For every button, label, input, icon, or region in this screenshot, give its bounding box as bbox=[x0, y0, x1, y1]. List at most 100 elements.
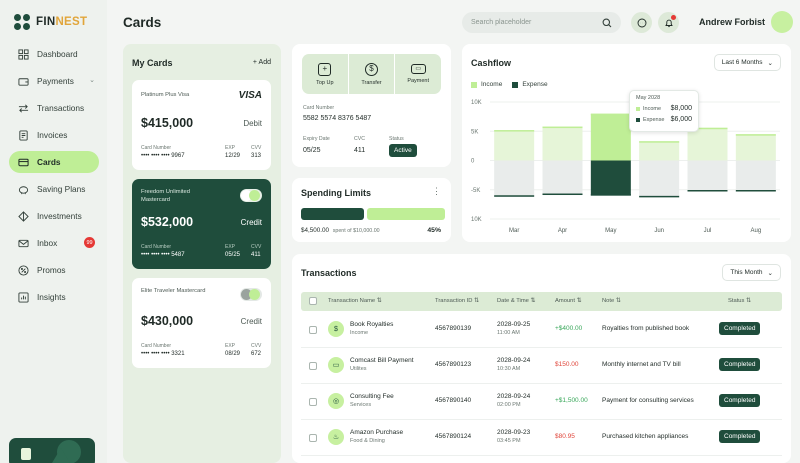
card-toggle[interactable] bbox=[240, 189, 262, 202]
sidebar-item-cards[interactable]: Cards bbox=[9, 151, 99, 173]
dashboard-icon bbox=[18, 48, 29, 60]
sidebar-item-payments[interactable]: Payments ⌄ bbox=[9, 70, 99, 92]
income-swatch bbox=[471, 81, 477, 88]
row-checkbox[interactable] bbox=[309, 326, 317, 334]
sidebar-promo-card[interactable] bbox=[9, 438, 95, 463]
card-name: Platinum Plus Visa bbox=[141, 92, 190, 98]
sidebar-item-label: Invoices bbox=[37, 130, 68, 140]
sort-icon: ⇅ bbox=[746, 298, 751, 304]
transaction-id: 4567890123 bbox=[435, 361, 472, 368]
plus-icon: + bbox=[318, 62, 332, 76]
column-header-status[interactable]: Status ⇅ bbox=[728, 298, 751, 304]
diamond-icon bbox=[18, 210, 29, 222]
sidebar-item-invoices[interactable]: Invoices bbox=[9, 124, 99, 146]
table-row[interactable]: $ Book Royalties Income 4567890139 2028-0… bbox=[301, 312, 782, 348]
column-header-label: Note bbox=[602, 298, 615, 304]
sidebar-item-investments[interactable]: Investments bbox=[9, 205, 99, 227]
row-checkbox[interactable] bbox=[309, 362, 317, 370]
income-bar-cap bbox=[639, 141, 680, 143]
table-row[interactable]: ◎ Consulting Fee Services 4567890140 2028… bbox=[301, 384, 782, 420]
column-header-name[interactable]: Transaction Name ⇅ bbox=[328, 298, 382, 304]
transaction-id: 4567890139 bbox=[435, 325, 472, 332]
transaction-category: Food & Dining bbox=[350, 438, 385, 444]
x-tick-label: Apr bbox=[558, 228, 567, 234]
sidebar-item-dashboard[interactable]: Dashboard bbox=[9, 43, 99, 65]
transaction-category: Services bbox=[350, 402, 372, 408]
top-up-button[interactable]: + Top Up bbox=[302, 54, 348, 94]
sidebar-item-transactions[interactable]: Transactions bbox=[9, 97, 99, 119]
table-row[interactable]: ▭ Comcast Bill Payment Utilites 456789012… bbox=[301, 348, 782, 384]
transaction-name: Amazon Purchase bbox=[350, 429, 404, 436]
transaction-name: Consulting Fee bbox=[350, 393, 394, 400]
expense-bar bbox=[639, 160, 680, 198]
row-checkbox[interactable] bbox=[309, 398, 317, 406]
row-checkbox[interactable] bbox=[309, 434, 317, 442]
card-elite-traveler[interactable]: Elite Traveler Mastercard $430,000 Credi… bbox=[132, 278, 271, 368]
select-all-checkbox[interactable] bbox=[309, 297, 317, 305]
card-number-label: Card Number bbox=[141, 145, 172, 151]
tv-icon: ▭ bbox=[328, 357, 344, 373]
status-label: Status bbox=[389, 136, 404, 142]
sidebar-item-promos[interactable]: Promos bbox=[9, 259, 99, 281]
sort-icon: ⇅ bbox=[576, 298, 582, 304]
promo-pattern-icon bbox=[21, 440, 81, 463]
transaction-note: Purchased kitchen appliances bbox=[602, 433, 689, 440]
transaction-name: Book Royalties bbox=[350, 321, 394, 328]
chat-bubble-icon bbox=[637, 18, 646, 27]
expense-swatch bbox=[636, 117, 640, 122]
tooltip-month: May 2028 bbox=[636, 95, 661, 101]
y-tick-label: -5K bbox=[471, 188, 480, 194]
brand-logo[interactable]: FINNEST bbox=[14, 14, 87, 30]
column-header-id[interactable]: Transaction ID ⇅ bbox=[435, 298, 479, 304]
transaction-id: 4567890124 bbox=[435, 433, 472, 440]
column-header-label: Amount bbox=[555, 298, 575, 304]
dining-icon: ♨ bbox=[328, 429, 344, 445]
card-freedom-unlimited[interactable]: Freedom Unlimited Mastercard $532,000 Cr… bbox=[132, 179, 271, 269]
messages-button[interactable] bbox=[631, 12, 652, 33]
income-bar bbox=[494, 130, 535, 161]
transactions-range-select[interactable]: This Month ⌄ bbox=[722, 264, 781, 281]
income-bar bbox=[590, 113, 631, 161]
sidebar-item-saving-plans[interactable]: Saving Plans bbox=[9, 178, 99, 200]
chart-legend: Income Expense bbox=[471, 81, 548, 88]
avatar[interactable] bbox=[771, 11, 793, 33]
sidebar-item-insights[interactable]: Insights bbox=[9, 286, 99, 308]
transaction-date: 2028-09-23 bbox=[497, 429, 531, 436]
column-header-note[interactable]: Note ⇅ bbox=[602, 298, 621, 304]
income-bar bbox=[639, 141, 680, 161]
table-header: Transaction Name ⇅ Transaction ID ⇅ Date… bbox=[301, 292, 782, 311]
search-input[interactable]: Search placeholder bbox=[462, 12, 621, 33]
column-header-amount[interactable]: Amount ⇅ bbox=[555, 298, 581, 304]
transaction-time: 10:30 AM bbox=[497, 366, 521, 372]
card-cvv: 313 bbox=[251, 153, 262, 159]
cashflow-range-select[interactable]: Last 6 Months ⌄ bbox=[713, 54, 781, 71]
card-exp: 12/29 bbox=[225, 153, 241, 159]
add-card-button[interactable]: + Add bbox=[252, 59, 271, 66]
payment-button[interactable]: ▭ Payment bbox=[394, 54, 441, 94]
transfer-button[interactable]: $ Transfer bbox=[347, 54, 395, 94]
sidebar-item-inbox[interactable]: Inbox 99 bbox=[9, 232, 99, 254]
royalty-icon: $ bbox=[328, 321, 344, 337]
sidebar-item-label: Investments bbox=[37, 211, 82, 221]
more-options-icon[interactable]: ⋮ bbox=[432, 186, 441, 196]
card-icon bbox=[18, 158, 29, 166]
expiry-label: Expiry Date bbox=[303, 136, 330, 142]
user-name[interactable]: Andrew Forbist bbox=[699, 17, 766, 27]
notifications-button[interactable] bbox=[658, 12, 679, 33]
sidebar: FINNEST Dashboard Payments ⌄ Transaction… bbox=[0, 0, 107, 463]
card-platinum-visa[interactable]: Platinum Plus Visa VISA $415,000 Debit C… bbox=[132, 80, 271, 170]
transaction-category: Income bbox=[350, 330, 369, 336]
dollar-icon: $ bbox=[365, 62, 378, 76]
status-badge: Completed bbox=[719, 322, 761, 335]
card-balance: $430,000 bbox=[141, 314, 194, 328]
table-row[interactable]: ♨ Amazon Purchase Food & Dining 456789012… bbox=[301, 420, 782, 456]
card-toggle[interactable] bbox=[240, 288, 262, 301]
expense-bar-cap bbox=[542, 193, 583, 196]
expense-bar-cap bbox=[590, 194, 631, 196]
spending-limits-title: Spending Limits bbox=[301, 188, 372, 198]
cashflow-title: Cashflow bbox=[471, 58, 512, 68]
column-header-date[interactable]: Date & Time ⇅ bbox=[497, 298, 535, 304]
card-exp-label: EXP bbox=[225, 145, 236, 151]
card-exp: 05/25 bbox=[225, 252, 241, 258]
card-number-label: Card Number bbox=[141, 244, 172, 250]
